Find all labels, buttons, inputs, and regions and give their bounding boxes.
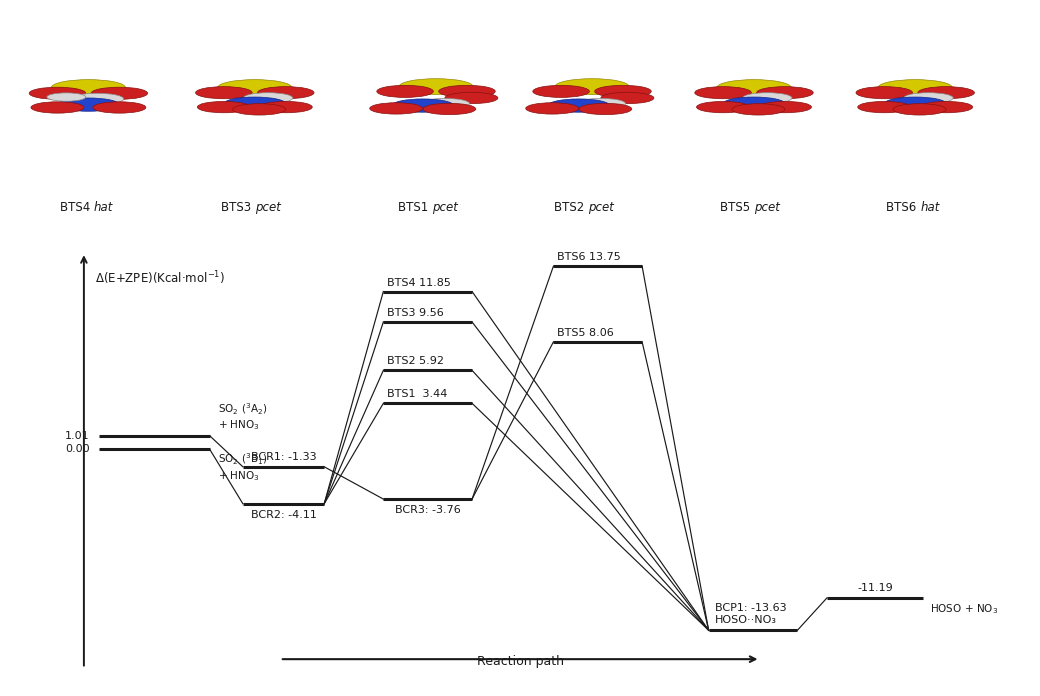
Circle shape	[47, 93, 85, 101]
Circle shape	[555, 79, 629, 95]
Circle shape	[243, 93, 293, 103]
Circle shape	[93, 102, 146, 113]
Text: H$^+$: H$^+$	[240, 94, 255, 105]
Circle shape	[420, 98, 470, 109]
Text: BTS4: BTS4	[59, 201, 94, 214]
Text: e$^-$: e$^-$	[791, 88, 805, 100]
Text: e$^-$: e$^-$	[953, 88, 966, 100]
Circle shape	[878, 79, 953, 95]
Circle shape	[445, 93, 498, 104]
Circle shape	[259, 102, 312, 113]
Circle shape	[732, 104, 785, 115]
Circle shape	[92, 87, 148, 100]
Text: BTS2 5.92: BTS2 5.92	[387, 356, 444, 366]
Text: BCR1: -1.33: BCR1: -1.33	[251, 452, 316, 462]
Circle shape	[392, 99, 453, 112]
Circle shape	[548, 99, 609, 112]
Circle shape	[884, 97, 946, 110]
Text: SO$_2$ ($^3$A$_2$)
+ HNO$_3$: SO$_2$ ($^3$A$_2$) + HNO$_3$	[218, 401, 268, 432]
Circle shape	[757, 86, 813, 99]
Circle shape	[919, 102, 972, 113]
Text: e$^-$: e$^-$	[629, 93, 644, 104]
Text: hat: hat	[94, 201, 113, 214]
Circle shape	[51, 79, 126, 95]
Circle shape	[196, 86, 252, 99]
Text: BTS1: BTS1	[397, 201, 432, 214]
Text: BTS5: BTS5	[720, 201, 754, 214]
Circle shape	[904, 93, 954, 103]
Text: pcet: pcet	[588, 201, 614, 214]
Circle shape	[376, 86, 434, 97]
Text: Reaction path: Reaction path	[476, 656, 564, 668]
Circle shape	[217, 79, 292, 95]
Text: SO$_2$ ($^3$B$_1$)
+ HNO$_3$: SO$_2$ ($^3$B$_1$) + HNO$_3$	[218, 452, 268, 483]
Text: HOSO + NO$_3$: HOSO + NO$_3$	[931, 602, 998, 616]
Circle shape	[893, 104, 946, 115]
Text: BCP1: -13.63
HOSO··NO₃: BCP1: -13.63 HOSO··NO₃	[714, 603, 786, 625]
Circle shape	[723, 97, 785, 110]
Text: pcet: pcet	[255, 201, 281, 214]
Circle shape	[717, 79, 791, 95]
Text: H$^+$: H$^+$	[54, 90, 70, 103]
Circle shape	[399, 79, 473, 95]
Circle shape	[422, 103, 475, 115]
Text: -11.19: -11.19	[857, 583, 893, 592]
Text: BTS4 11.85: BTS4 11.85	[387, 278, 451, 287]
Text: e$^-$: e$^-$	[473, 93, 488, 104]
Circle shape	[601, 93, 654, 104]
Text: hat: hat	[920, 201, 940, 214]
Text: 1.01: 1.01	[66, 431, 89, 441]
Text: BCR3: -3.76: BCR3: -3.76	[395, 505, 461, 515]
Circle shape	[695, 86, 751, 99]
Circle shape	[576, 98, 626, 109]
Circle shape	[918, 86, 974, 99]
Text: BTS5 8.06: BTS5 8.06	[557, 328, 614, 338]
Circle shape	[856, 86, 912, 99]
Text: H$^+$: H$^+$	[898, 93, 912, 105]
Circle shape	[370, 103, 422, 114]
Circle shape	[198, 102, 251, 113]
Text: BTS3 9.56: BTS3 9.56	[387, 308, 444, 318]
Circle shape	[578, 103, 632, 115]
Circle shape	[595, 86, 651, 97]
Circle shape	[71, 93, 124, 104]
Circle shape	[697, 102, 750, 113]
Circle shape	[858, 102, 911, 113]
Circle shape	[258, 86, 314, 99]
Text: BCR2: -4.11: BCR2: -4.11	[251, 509, 316, 520]
Circle shape	[758, 102, 811, 113]
Text: 0.00: 0.00	[66, 444, 89, 454]
Text: BTS6 13.75: BTS6 13.75	[557, 252, 621, 262]
Text: H$^+$: H$^+$	[736, 93, 751, 105]
Circle shape	[439, 86, 495, 97]
Text: pcet: pcet	[432, 201, 458, 214]
Circle shape	[532, 86, 590, 97]
Circle shape	[29, 87, 85, 100]
Text: e$^-$: e$^-$	[292, 88, 306, 100]
Text: BTS6: BTS6	[886, 201, 920, 214]
Circle shape	[525, 103, 578, 114]
Text: BTS1  3.44: BTS1 3.44	[387, 389, 447, 400]
Circle shape	[31, 102, 84, 113]
Text: BTS2: BTS2	[553, 201, 588, 214]
Text: e$^-$: e$^-$	[87, 103, 102, 114]
Text: H$^+$: H$^+$	[561, 98, 575, 109]
Text: pcet: pcet	[754, 201, 780, 214]
Circle shape	[224, 97, 286, 110]
Circle shape	[233, 104, 286, 115]
Circle shape	[57, 98, 120, 111]
Circle shape	[743, 93, 792, 103]
Text: H$^+$: H$^+$	[405, 98, 419, 109]
Text: Δ(E+ZPE)(Kcal·mol$^{-1}$): Δ(E+ZPE)(Kcal·mol$^{-1}$)	[95, 269, 225, 287]
Text: BTS3: BTS3	[220, 201, 255, 214]
